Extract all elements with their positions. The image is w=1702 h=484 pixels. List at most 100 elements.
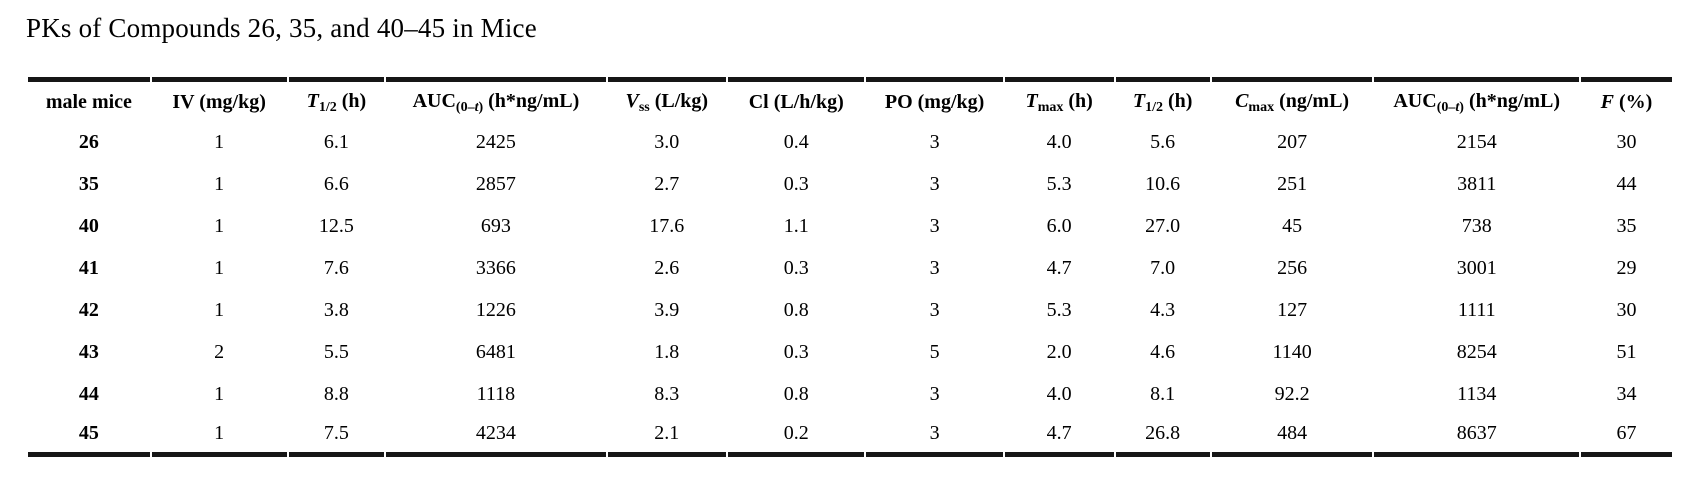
column-header-auc-iv: AUC(0–t) (h*ng/mL) (386, 77, 606, 121)
header-text-part: AUC (412, 89, 456, 112)
pk-table-body: 26 1 6.1 2425 3.0 0.4 3 4.0 5.6 207 2154 30 35 1 6.6 28… (28, 121, 1672, 458)
value-cell: 5.5 (323, 340, 349, 363)
value-cell: 8.1 (1150, 382, 1176, 405)
value-cell: 92.2 (1274, 382, 1310, 405)
value-cell: 17.6 (649, 214, 685, 237)
value-cell: 207 (1277, 130, 1308, 153)
value-cell: 3 (866, 415, 1003, 458)
value-cell: 3.8 (323, 298, 349, 321)
value-cell: 4.7 (1046, 256, 1072, 279)
header-text-part: (h*ng/mL) (1463, 89, 1561, 112)
value-cell: 738 (1461, 214, 1492, 237)
value-cell: 1 (214, 172, 225, 195)
compound-cell: 40 (78, 214, 99, 237)
header-text-part: F (1600, 91, 1614, 114)
header-row: male mice IV (mg/kg) T1/2 (h) AUC(0–t) (h*n… (28, 77, 1672, 121)
value-cell: 4.0 (1046, 130, 1072, 153)
column-header-male-mice: male mice (28, 77, 150, 121)
value-cell: 1.1 (783, 214, 809, 237)
header-text-part: max (1037, 99, 1064, 115)
column-header-auc-po: AUC(0–t) (h*ng/mL) (1374, 77, 1579, 121)
value-cell: 6.6 (323, 172, 349, 195)
header-text-part: T (306, 89, 319, 112)
value-cell: 2 (214, 340, 225, 363)
header-text-part: AUC (1393, 89, 1437, 112)
value-cell: 8637 (1374, 415, 1579, 458)
value-cell: 3366 (475, 256, 516, 279)
value-cell: 127 (1277, 298, 1308, 321)
value-cell: 251 (1277, 172, 1308, 195)
value-cell: 5.6 (1150, 130, 1176, 153)
column-header-t-half-iv: T1/2 (h) (288, 77, 385, 121)
header-text-part: ) (478, 99, 484, 115)
header-text-part: (0– (1436, 99, 1456, 115)
value-cell: 5.3 (1046, 172, 1072, 195)
header-text-part: T (1025, 89, 1038, 112)
header-text-part: (L/kg) (649, 89, 709, 112)
value-cell: 4.3 (1150, 298, 1176, 321)
header-text-part: Cl (L/h/kg) (748, 91, 844, 114)
value-cell: 29 (1616, 256, 1637, 279)
value-cell: 3 (929, 130, 940, 153)
value-cell: 3.0 (654, 130, 680, 153)
table-row-compound-43: 43 2 5.5 6481 1.8 0.3 5 2.0 4.6 1140 8254 51 (28, 331, 1672, 373)
value-cell: 1140 (1272, 340, 1312, 363)
value-cell: 1111 (1457, 298, 1496, 321)
value-cell: 0.3 (783, 172, 809, 195)
pk-table-head: male mice IV (mg/kg) T1/2 (h) AUC(0–t) (h*n… (28, 77, 1672, 121)
value-cell: 4.0 (1046, 382, 1072, 405)
value-cell: 6.1 (323, 130, 349, 153)
value-cell: 3 (929, 382, 940, 405)
value-cell: 8.8 (323, 382, 349, 405)
value-cell: 3.9 (654, 298, 680, 321)
table-row-compound-44: 44 1 8.8 1118 8.3 0.8 3 4.0 8.1 92.2 1134 34 (28, 373, 1672, 415)
value-cell: 1 (214, 256, 225, 279)
value-cell: 8.3 (654, 382, 680, 405)
header-text-part: t (1455, 99, 1460, 115)
value-cell: 27.0 (1145, 214, 1181, 237)
value-cell: 34 (1616, 382, 1637, 405)
value-cell: 35 (1616, 214, 1637, 237)
header-text-part: V (625, 89, 639, 112)
value-cell: 1 (151, 415, 287, 458)
compound-cell: 44 (78, 382, 99, 405)
compound-cell: 42 (78, 298, 99, 321)
compound-cell: 43 (78, 340, 99, 363)
pk-table: male mice IV (mg/kg) T1/2 (h) AUC(0–t) (h*n… (26, 77, 1674, 458)
column-header-tmax: Tmax (h) (1004, 77, 1114, 121)
value-cell: 1 (214, 214, 225, 237)
value-cell: 1 (214, 298, 225, 321)
value-cell: 1118 (476, 382, 516, 405)
value-cell: 8254 (1456, 340, 1497, 363)
value-cell: 0.2 (728, 415, 865, 458)
column-header-cmax: Cmax (ng/mL) (1211, 77, 1373, 121)
value-cell: 10.6 (1145, 172, 1181, 195)
value-cell: 1 (214, 130, 225, 153)
value-cell: 484 (1211, 415, 1373, 458)
header-text-part: (h) (1162, 89, 1193, 112)
header-text-part: male mice (45, 91, 132, 114)
value-cell: 4.7 (1004, 415, 1114, 458)
value-cell: 3 (929, 256, 940, 279)
column-header-cl: Cl (L/h/kg) (728, 77, 865, 121)
header-text-part: (0– (455, 99, 475, 115)
value-cell: 2.1 (607, 415, 727, 458)
compound-cell: 41 (78, 256, 99, 279)
value-cell: 45 (1282, 214, 1303, 237)
header-text-part: max (1248, 99, 1275, 115)
value-cell: 2.0 (1046, 340, 1072, 363)
column-header-po-dose: PO (mg/kg) (866, 77, 1003, 121)
column-header-iv-dose: IV (mg/kg) (151, 77, 287, 121)
value-cell: 4234 (386, 415, 606, 458)
header-text-part: PO (mg/kg) (884, 91, 985, 114)
value-cell: 3 (929, 298, 940, 321)
value-cell: 4.6 (1150, 340, 1176, 363)
value-cell: 51 (1616, 340, 1637, 363)
value-cell: 3 (929, 214, 940, 237)
value-cell: 7.5 (288, 415, 385, 458)
value-cell: 2857 (475, 172, 516, 195)
value-cell: 44 (1616, 172, 1637, 195)
header-text-part: ss (638, 99, 650, 115)
column-header-vss: Vss (L/kg) (607, 77, 727, 121)
